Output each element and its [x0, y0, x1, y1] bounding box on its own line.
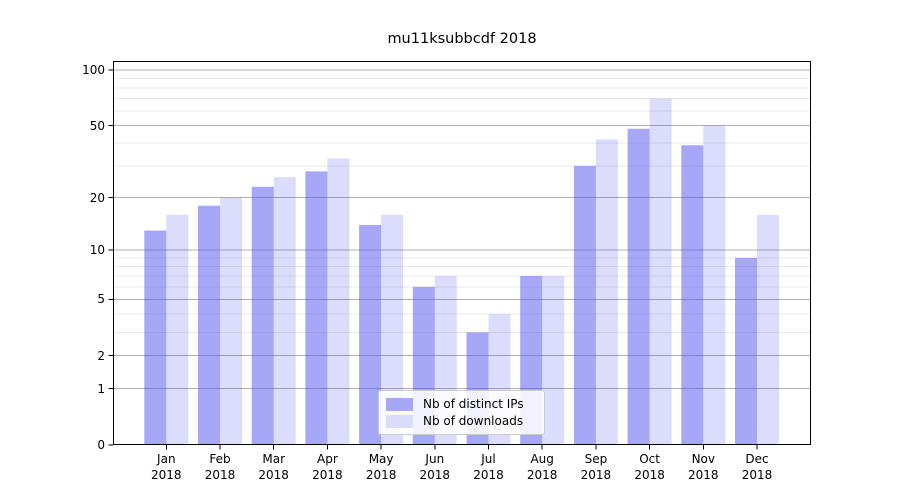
y-tick-label: 50 [89, 118, 105, 133]
bar-jan-downloads [166, 214, 189, 445]
bar-oct-downloads [649, 98, 672, 445]
x-tick-label: Jul 2018 [473, 452, 504, 482]
x-tick-label: Nov 2018 [688, 452, 719, 482]
bar-may-downloads [381, 214, 404, 445]
bar-feb-downloads [220, 197, 242, 445]
y-tick-label: 5 [97, 292, 105, 307]
x-tick-label: Sep 2018 [580, 452, 612, 482]
bar-dec-downloads [757, 214, 779, 445]
x-tick-label: Jan 2018 [151, 452, 182, 482]
bar-mar-distinct-ips [251, 186, 274, 445]
x-tick-label: May 2018 [365, 452, 397, 482]
legend-swatch-distinct-ips [386, 397, 413, 411]
bar-jan-distinct-ips [144, 230, 167, 445]
plot-area [108, 61, 811, 450]
x-tick-label: Dec 2018 [741, 452, 773, 482]
x-tick-label: Jun 2018 [419, 452, 451, 482]
y-tick-label: 2 [97, 348, 105, 363]
legend-entry-distinct-ips: Nb of distinct IPs [386, 397, 544, 411]
bar-dec-distinct-ips [735, 257, 757, 445]
x-tick-label: Aug 2018 [526, 452, 558, 482]
bar-nov-distinct-ips [681, 145, 704, 445]
y-tick-label: 0 [97, 438, 105, 452]
legend-entry-downloads: Nb of downloads [386, 414, 544, 428]
bar-mar-downloads [273, 177, 296, 445]
x-tick-label: Mar 2018 [258, 452, 289, 482]
y-tick-label: 1 [97, 381, 105, 396]
legend-swatch-downloads [386, 414, 413, 428]
legend: Nb of distinct IPs Nb of downloads [378, 390, 545, 435]
x-tick-label: Apr 2018 [312, 452, 343, 482]
axes-spines [113, 61, 811, 445]
bar-sep-distinct-ips [573, 165, 596, 445]
chart-title: mu11ksubbcdf 2018 [387, 31, 537, 47]
bar-may-distinct-ips [359, 224, 382, 445]
bar-feb-distinct-ips [198, 205, 220, 445]
bar-sep-downloads [595, 139, 618, 445]
y-tick-label: 100 [82, 62, 105, 77]
y-tick-label: 20 [89, 190, 105, 205]
legend-label-downloads: Nb of downloads [423, 414, 524, 428]
legend-label-distinct-ips: Nb of distinct IPs [423, 397, 524, 411]
y-tick-label: 10 [89, 243, 105, 258]
bar-oct-distinct-ips [627, 128, 650, 445]
x-tick-label: Oct 2018 [634, 452, 665, 482]
bar-aug-downloads [542, 276, 565, 445]
x-tick-label: Feb 2018 [204, 452, 236, 482]
bar-apr-downloads [327, 158, 350, 445]
bar-nov-downloads [703, 125, 726, 446]
bar-apr-distinct-ips [305, 171, 328, 445]
